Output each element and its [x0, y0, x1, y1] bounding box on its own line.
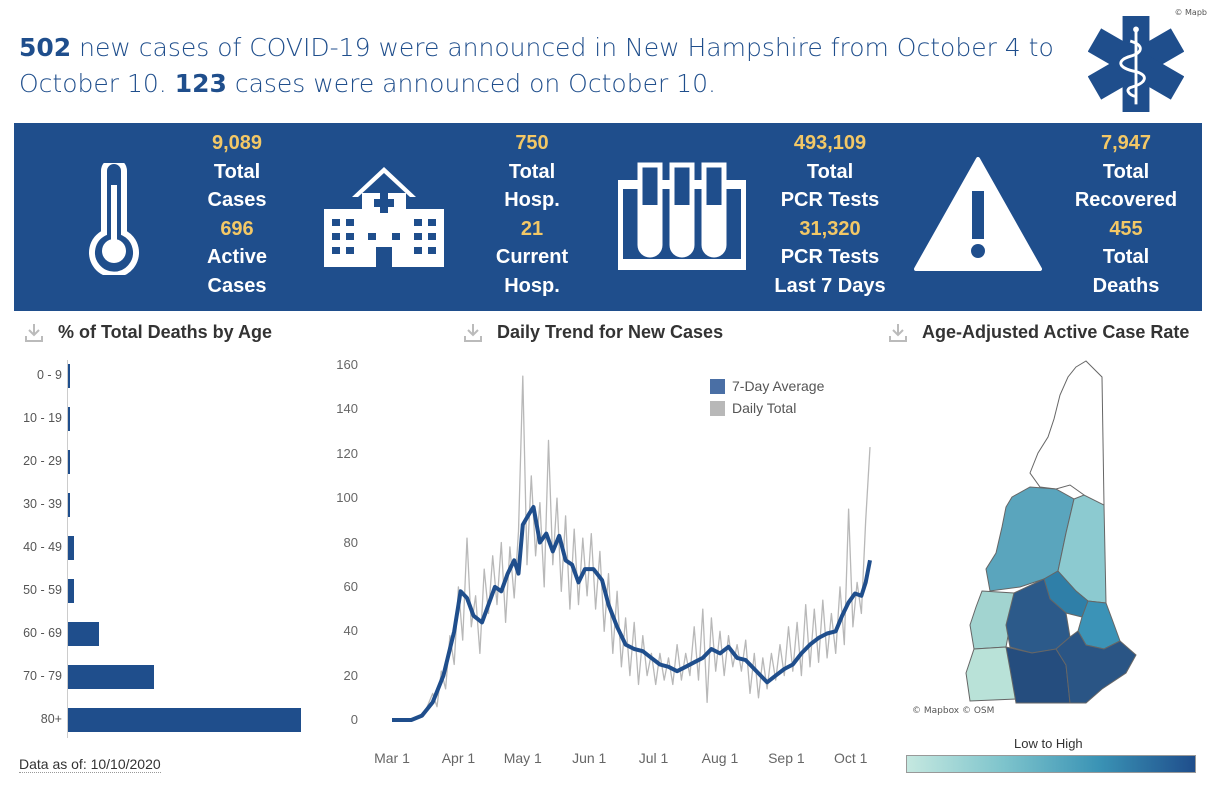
pcr-total-label-1: Total — [806, 160, 854, 183]
age-bar[interactable] — [68, 622, 100, 646]
stat-cases: 9,089 Total Cases 696 Active Cases — [157, 129, 317, 300]
active-cases-value: 696 — [220, 217, 254, 240]
total-deaths-value: 455 — [1109, 217, 1143, 240]
active-cases-label-2: Cases — [207, 274, 267, 297]
test-tubes-icon — [618, 162, 746, 270]
legend-label-daily: Daily Total — [732, 400, 797, 416]
total-recovered-label-2: Recovered — [1074, 189, 1178, 211]
legend-swatch-daily — [710, 400, 725, 416]
legend-item-7day[interactable]: 7-Day Average — [710, 375, 824, 397]
x-tick-label: Jun 1 — [572, 750, 607, 766]
y-tick-label: 120 — [336, 445, 358, 461]
x-tick-label: Oct 1 — [833, 750, 868, 766]
daily-trend-title: Daily Trend for New Cases — [497, 322, 724, 342]
age-bar[interactable] — [68, 708, 302, 732]
current-hosp-label-1: Current — [495, 246, 569, 268]
total-hosp-value: 750 — [515, 132, 549, 154]
daily-total-line[interactable] — [392, 375, 871, 721]
pcr-7days-label-2: Last 7 Days — [774, 274, 886, 297]
x-tick-label: Aug 1 — [701, 750, 739, 766]
map-credit: © Mapbox © OSM — [912, 706, 995, 716]
age-label: 0 - 9 — [36, 368, 62, 382]
hospital-icon — [324, 167, 444, 267]
county-grafton[interactable] — [985, 486, 1075, 592]
total-cases-value: 9,089 — [211, 132, 263, 154]
age-bar[interactable] — [68, 407, 70, 431]
pcr-7days-label-1: PCR Tests — [780, 246, 880, 268]
y-tick-label: 160 — [336, 357, 358, 372]
x-tick-label: Sep 1 — [768, 750, 805, 766]
age-bar[interactable] — [68, 450, 70, 474]
legend-swatch-7day — [710, 378, 725, 394]
color-scale-bar — [906, 755, 1196, 773]
data-as-of: Data as of: 10/10/2020 — [19, 756, 161, 773]
total-deaths-label-2: Deaths — [1092, 274, 1160, 297]
age-bar[interactable] — [68, 665, 154, 689]
legend-item-daily[interactable]: Daily Total — [710, 397, 824, 419]
x-tick-label: Mar 1 — [374, 750, 410, 766]
legend-label-7day: 7-Day Average — [732, 378, 825, 394]
total-recovered-value: 7,947 — [1100, 132, 1152, 154]
y-tick-label: 60 — [343, 578, 358, 594]
total-recovered-label-1: Total — [1102, 160, 1150, 183]
age-label: 70 - 79 — [23, 669, 62, 683]
download-icon-trend[interactable] — [463, 322, 483, 344]
y-tick-label: 0 — [350, 712, 358, 727]
total-cases-label-2: Cases — [207, 189, 267, 211]
y-tick-label: 140 — [336, 401, 358, 417]
pcr-7days-value: 31,320 — [799, 217, 861, 240]
x-tick-label: Apr 1 — [441, 750, 476, 766]
total-cases-label-1: Total — [213, 160, 261, 183]
headline-text-1: new cases of COVID-19 were announced in … — [19, 33, 1054, 98]
headline-new-cases-count: 502 — [19, 33, 72, 62]
age-bar[interactable] — [68, 536, 74, 560]
age-bar[interactable] — [68, 579, 74, 603]
y-tick-label: 20 — [343, 667, 358, 683]
age-label: 50 - 59 — [23, 583, 62, 597]
pcr-total-label-2: PCR Tests — [780, 189, 880, 211]
stats-banner: 9,089 Total Cases 696 Active Cases 750 T… — [14, 123, 1202, 311]
y-tick-label: 40 — [343, 623, 358, 639]
stat-hosp: 750 Total Hosp. 21 Current Hosp. — [452, 129, 612, 300]
headline-daily-count: 123 — [174, 69, 227, 98]
deaths-by-age-title: % of Total Deaths by Age — [58, 322, 273, 342]
thermometer-icon — [89, 163, 139, 275]
stat-outcomes: 7,947 Total Recovered 455 Total Deaths — [1046, 129, 1206, 300]
color-scale-label: Low to High — [1014, 736, 1083, 751]
age-label: 30 - 39 — [23, 497, 62, 511]
age-bar[interactable] — [68, 493, 70, 517]
current-hosp-label-2: Hosp. — [504, 274, 560, 297]
nh-county-map[interactable] — [890, 355, 1210, 715]
pcr-total-value: 493,109 — [793, 132, 867, 154]
headline-text-2: cases were announced on October 10. — [226, 69, 716, 98]
active-case-rate-title: Age-Adjusted Active Case Rate — [922, 322, 1190, 342]
bar-axis-line — [67, 360, 68, 738]
age-label: 40 - 49 — [23, 540, 62, 554]
trend-legend: 7-Day Average Daily Total — [710, 375, 824, 419]
warning-icon — [914, 157, 1042, 271]
total-hosp-label-1: Total — [508, 160, 556, 183]
download-icon-map[interactable] — [888, 322, 908, 344]
age-bar[interactable] — [68, 364, 70, 388]
seven-day-average-line[interactable] — [392, 505, 872, 722]
age-label: 60 - 69 — [23, 626, 62, 640]
total-hosp-label-2: Hosp. — [504, 189, 560, 211]
y-tick-label: 100 — [336, 490, 358, 506]
download-icon-deaths[interactable] — [24, 322, 44, 344]
headline: 502 new cases of COVID-19 were announced… — [19, 30, 1079, 102]
stat-tests: 493,109 Total PCR Tests 31,320 PCR Tests… — [750, 129, 910, 300]
x-tick-label: Jul 1 — [638, 750, 669, 766]
current-hosp-value: 21 — [520, 217, 544, 240]
age-label: 10 - 19 — [23, 411, 62, 425]
age-label: 80+ — [40, 712, 62, 726]
x-tick-label: May 1 — [503, 750, 542, 766]
y-tick-label: 80 — [343, 534, 358, 550]
star-of-life-logo — [1088, 16, 1184, 112]
county-rockingham[interactable] — [1055, 630, 1137, 704]
map-copyright-top: © Mapb — [1174, 8, 1207, 17]
age-label: 20 - 29 — [23, 454, 62, 468]
total-deaths-label-1: Total — [1102, 246, 1150, 268]
active-cases-label-1: Active — [206, 246, 268, 268]
